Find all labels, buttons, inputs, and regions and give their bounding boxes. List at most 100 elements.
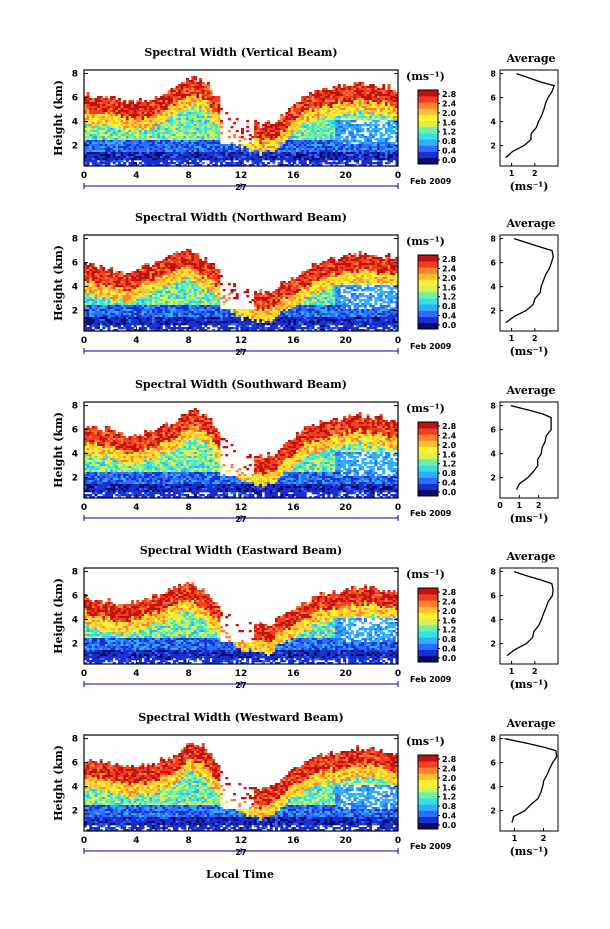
heatmap-cell xyxy=(89,327,93,330)
heatmap-cell xyxy=(162,319,166,322)
heatmap-cell xyxy=(170,134,174,137)
heatmap-cell xyxy=(91,283,95,286)
heatmap-cell xyxy=(345,112,349,115)
heatmap-cell xyxy=(306,108,310,111)
heatmap-cell xyxy=(141,329,145,331)
heatmap-cell xyxy=(196,90,200,93)
heatmap-cell xyxy=(204,84,208,87)
heatmap-cell xyxy=(133,124,137,127)
heatmap-cell xyxy=(159,98,163,101)
heatmap-cell xyxy=(154,130,158,133)
heatmap-cell xyxy=(146,142,150,145)
heatmap-cell xyxy=(369,156,373,159)
heatmap-cell xyxy=(280,144,284,147)
heatmap-cell xyxy=(149,160,153,163)
heatmap-cell xyxy=(295,108,299,111)
heatmap-cell xyxy=(366,140,370,143)
heatmap-cell xyxy=(390,126,394,129)
heatmap-cell xyxy=(112,323,116,326)
heatmap-cell xyxy=(353,96,357,99)
heatmap-cell xyxy=(377,98,380,101)
heatmap-cell xyxy=(353,150,357,153)
heatmap-cell xyxy=(84,164,87,166)
heatmap-cell xyxy=(144,269,148,272)
heatmap-cell xyxy=(115,100,119,103)
heatmap-cell xyxy=(193,80,197,83)
heatmap-cell xyxy=(343,106,346,109)
heatmap-cell xyxy=(201,144,205,147)
heatmap-cell xyxy=(230,144,234,147)
heatmap-cell xyxy=(387,128,391,131)
heatmap-cell xyxy=(157,273,161,276)
heatmap-cell xyxy=(84,138,87,141)
heatmap-cell xyxy=(86,116,90,119)
heatmap-cell xyxy=(209,92,213,95)
heatmap-cell xyxy=(282,150,286,153)
heatmap-cell xyxy=(285,120,289,123)
heatmap-cell xyxy=(199,150,203,153)
heatmap-cell xyxy=(178,255,182,258)
heatmap-cell xyxy=(149,134,153,137)
heatmap-cell xyxy=(91,138,95,141)
heatmap-cell xyxy=(149,110,153,113)
heatmap-cell xyxy=(337,136,341,139)
heatmap-cell xyxy=(94,297,98,300)
heatmap-cell xyxy=(144,154,148,157)
heatmap-cell xyxy=(141,311,145,314)
heatmap-cell xyxy=(162,291,166,294)
heatmap-cell xyxy=(371,114,375,117)
heatmap-cell xyxy=(369,118,373,121)
heatmap-cell xyxy=(350,104,354,107)
heatmap-cell xyxy=(89,305,93,308)
heatmap-cell xyxy=(350,148,354,151)
heatmap-cell xyxy=(84,114,87,117)
heatmap-cell xyxy=(343,114,346,117)
heatmap-cell xyxy=(94,154,98,157)
heatmap-cell xyxy=(285,134,289,137)
heatmap-cell xyxy=(110,293,114,296)
heatmap-cell xyxy=(288,120,292,123)
heatmap-cell xyxy=(392,132,396,135)
heatmap-cell xyxy=(94,307,98,310)
heatmap-cell xyxy=(199,156,203,159)
heatmap-cell xyxy=(107,124,111,127)
heatmap-cell xyxy=(353,118,357,121)
heatmap-cell xyxy=(175,265,179,268)
heatmap-cell xyxy=(332,160,336,163)
heatmap-cell xyxy=(340,120,344,123)
heatmap-cell xyxy=(206,118,210,121)
heatmap-cell xyxy=(196,116,200,119)
heatmap-cell xyxy=(282,144,286,147)
heatmap-cell xyxy=(369,152,373,155)
heatmap-cell xyxy=(369,162,373,165)
heatmap-cell xyxy=(277,158,281,161)
heatmap-cell xyxy=(337,104,341,107)
heatmap-cell xyxy=(269,150,273,153)
heatmap-cell xyxy=(306,122,310,125)
heatmap-cell xyxy=(84,130,87,133)
heatmap-cell xyxy=(133,305,137,308)
heatmap-cell xyxy=(110,319,114,322)
heatmap-cell xyxy=(110,305,114,308)
heatmap-cell xyxy=(314,94,318,97)
heatmap-cell xyxy=(343,116,346,119)
heatmap-cell xyxy=(392,130,396,133)
heatmap-cell xyxy=(89,319,93,322)
heatmap-cell xyxy=(104,309,108,312)
heatmap-cell xyxy=(392,116,396,119)
heatmap-cell xyxy=(366,116,370,119)
heatmap-cell xyxy=(131,128,135,131)
heatmap-cell xyxy=(125,275,129,278)
heatmap-cell xyxy=(102,269,106,272)
heatmap-cell xyxy=(209,108,213,111)
heatmap-cell xyxy=(104,136,108,139)
heatmap-cell xyxy=(138,154,142,157)
heatmap-cell xyxy=(86,158,90,161)
heatmap-cell xyxy=(356,130,360,133)
colorbar: 2.82.42.01.61.20.80.40.0 xyxy=(417,89,457,165)
heatmap-cell xyxy=(204,144,208,147)
heatmap-cell xyxy=(280,150,284,153)
heatmap-cell xyxy=(110,150,114,153)
heatmap-cell xyxy=(120,283,124,286)
heatmap-cell xyxy=(86,98,90,101)
